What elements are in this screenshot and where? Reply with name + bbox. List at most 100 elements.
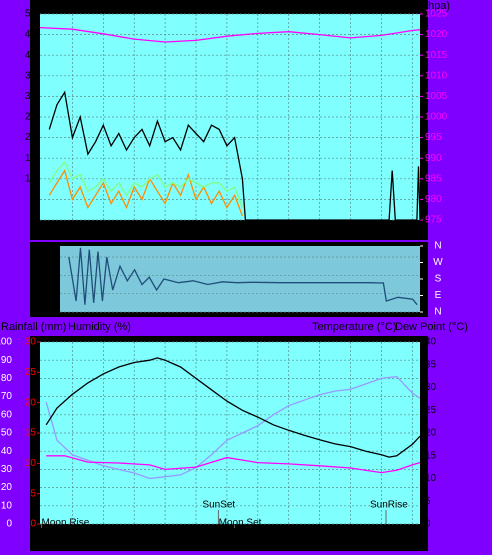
y-tick-label: 100 bbox=[39, 288, 56, 299]
y2-tick-label: 995 bbox=[425, 132, 442, 143]
x-tick-label: 01 bbox=[283, 533, 295, 544]
y-tick-label: 100 bbox=[0, 337, 12, 348]
y-tick-label: 45 bbox=[25, 29, 37, 40]
plot-area bbox=[60, 246, 420, 312]
y-label: Windspeed (kph) bbox=[34, 0, 117, 12]
annotation: SunRise bbox=[370, 500, 408, 511]
y-tick-label: 70 bbox=[1, 391, 13, 402]
y-tick-label: 30 bbox=[25, 337, 37, 348]
series-line bbox=[46, 455, 421, 474]
y2-tick-label: 990 bbox=[425, 153, 442, 164]
series-line bbox=[48, 161, 244, 208]
x-tick-label: 15 bbox=[129, 533, 141, 544]
x-tick-label: 11 bbox=[67, 533, 78, 544]
x-tick-label: 19 bbox=[190, 229, 202, 240]
y2-label: Dew Point (°C) bbox=[395, 321, 468, 333]
y2-tick-label: 35 bbox=[425, 359, 437, 370]
series-line bbox=[45, 375, 421, 480]
y-tick-label: 0 bbox=[30, 519, 36, 530]
x-tick-label: 03 bbox=[314, 229, 326, 240]
y-tick-label: 300 bbox=[39, 252, 56, 263]
annotation: Moon Rise bbox=[42, 536, 90, 547]
x-tick-label: 07 bbox=[376, 229, 388, 240]
y-tick-label: 5 bbox=[30, 194, 36, 205]
y-tick-label: 35 bbox=[25, 70, 37, 81]
x-tick-label: 09 bbox=[407, 533, 419, 544]
y2-tick-label: 1015 bbox=[425, 50, 448, 61]
y-tick-label: 15 bbox=[25, 153, 37, 164]
y2-tick-label: 1020 bbox=[425, 29, 448, 40]
y-tick-label: 20 bbox=[25, 397, 37, 408]
y-tick-label: 25 bbox=[25, 112, 37, 123]
annotation: SunSet bbox=[202, 500, 235, 511]
x-tick-label: 13 bbox=[98, 533, 110, 544]
x-tick-label: 07 bbox=[376, 533, 388, 544]
y-tick-label: 40 bbox=[25, 50, 37, 61]
x-tick-label: 21 bbox=[221, 229, 233, 240]
y-tick-label: 50 bbox=[25, 9, 37, 20]
y2-tick-label: 1025 bbox=[425, 9, 448, 20]
x-tick-label: 11 bbox=[67, 229, 78, 240]
y-label: Rainfall (mm) bbox=[1, 321, 66, 333]
x-tick-label: 21 bbox=[221, 533, 233, 544]
x-tick-label: 13 bbox=[98, 229, 110, 240]
annotation: Moon Rise bbox=[42, 518, 90, 529]
y2-tick-label: 40 bbox=[425, 337, 437, 348]
x-tick-label: 17 bbox=[160, 533, 172, 544]
y2-tick-label: 30 bbox=[425, 382, 437, 393]
y-tick-label: 25 bbox=[25, 367, 37, 378]
x-tick-label: 17 bbox=[160, 229, 172, 240]
y2-tick-label: S bbox=[435, 274, 442, 285]
y2-tick-label: 15 bbox=[425, 450, 437, 461]
y2-tick-label: 0 bbox=[425, 519, 431, 530]
y2-tick-label: 980 bbox=[425, 194, 442, 205]
y-tick-label: 5 bbox=[30, 488, 36, 499]
y-tick-label: 40 bbox=[1, 446, 13, 457]
y-tick-label: 60 bbox=[1, 409, 13, 420]
y2-tick-label: E bbox=[435, 290, 442, 301]
series-line bbox=[48, 90, 421, 221]
x-tick-label: 05 bbox=[345, 533, 357, 544]
y-tick-label: 0 bbox=[50, 307, 56, 318]
y-tick-label: 20 bbox=[25, 132, 37, 143]
y2-label: Temperature (°C) bbox=[312, 321, 396, 333]
y-tick-label: 30 bbox=[1, 464, 13, 475]
chart-title: 24 hour graph day : 28 February 2017 bbox=[172, 0, 357, 12]
y2-tick-label: 25 bbox=[425, 405, 437, 416]
y2-tick-label: 1005 bbox=[425, 91, 448, 102]
y-label: Humidity (%) bbox=[68, 321, 131, 333]
x-tick-label: 03 bbox=[314, 533, 326, 544]
series-line bbox=[68, 247, 418, 306]
series-line bbox=[48, 168, 244, 217]
y2-tick-label: 1010 bbox=[425, 70, 448, 81]
y-tick-label: 10 bbox=[25, 173, 37, 184]
y2-label: Barometer (hpa) bbox=[370, 0, 450, 12]
y-tick-label: 0 bbox=[30, 215, 36, 226]
series-line bbox=[45, 357, 421, 458]
y2-tick-label: 1000 bbox=[425, 112, 448, 123]
y-tick-label: 80 bbox=[1, 373, 13, 384]
y-tick-label: 10 bbox=[1, 500, 13, 511]
y-tick-label: 90 bbox=[1, 355, 13, 366]
y2-tick-label: W bbox=[433, 257, 443, 268]
y2-tick-label: 10 bbox=[425, 473, 437, 484]
y-tick-label: 20 bbox=[1, 482, 13, 493]
x-tick-label: 09 bbox=[407, 229, 419, 240]
y-tick-label: 30 bbox=[25, 91, 37, 102]
y2-tick-label: N bbox=[434, 241, 441, 252]
x-tick-label: 01 bbox=[283, 229, 295, 240]
y2-tick-label: N bbox=[434, 307, 441, 318]
y-tick-label: 50 bbox=[1, 428, 13, 439]
y2-tick-label: 975 bbox=[425, 215, 442, 226]
y2-tick-label: 20 bbox=[425, 428, 437, 439]
x-tick-label: 23 bbox=[252, 229, 264, 240]
y-tick-label: 200 bbox=[39, 270, 56, 281]
x-tick-label: 19 bbox=[190, 533, 202, 544]
y-tick-label: 10 bbox=[25, 458, 37, 469]
x-tick-label: 15 bbox=[129, 229, 141, 240]
x-tick-label: 05 bbox=[345, 229, 357, 240]
annotation: Moon Set bbox=[219, 518, 262, 529]
x-tick-label: 23 bbox=[252, 533, 264, 544]
y2-tick-label: 985 bbox=[425, 173, 442, 184]
